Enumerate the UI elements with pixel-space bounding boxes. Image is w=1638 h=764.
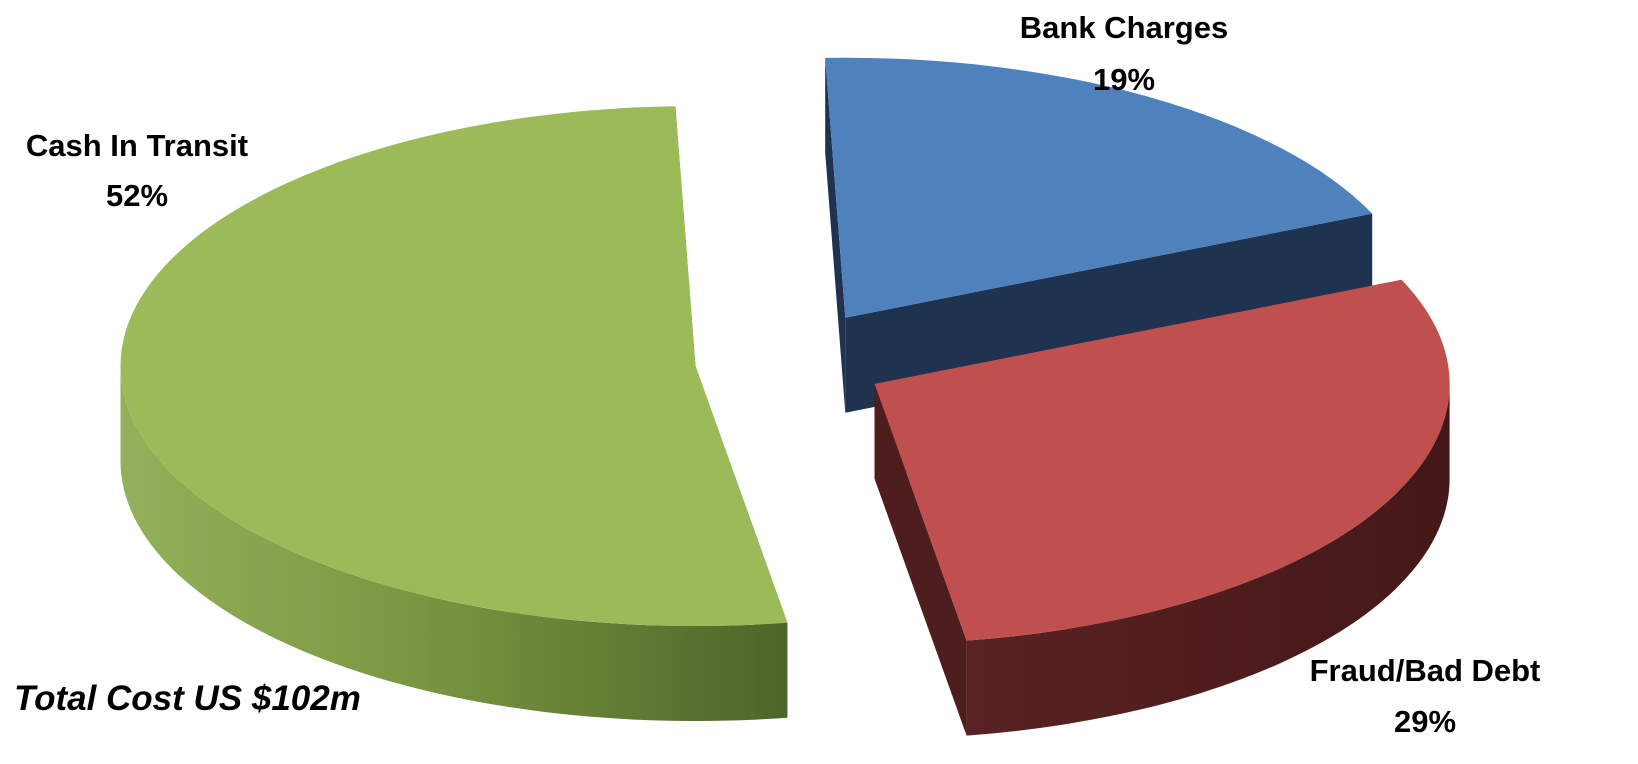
pie-slices xyxy=(120,57,1450,736)
slice-wall-end-bank-charges xyxy=(845,213,1373,413)
slice-wall-start-bank-charges xyxy=(825,57,846,413)
slice-value-bank-charges: 19% xyxy=(1093,62,1155,97)
slice-value-cash-in-transit: 52% xyxy=(106,178,168,213)
total-cost-label: Total Cost US $102m xyxy=(14,679,361,718)
slice-side-cash-in-transit-0 xyxy=(120,366,788,722)
slice-side-fraud-bad-debt-0 xyxy=(966,383,1450,736)
slice-label-fraud-bad-debt: Fraud/Bad Debt xyxy=(1310,653,1541,688)
slice-top-fraud-bad-debt xyxy=(874,279,1450,641)
slice-top-cash-in-transit xyxy=(120,106,788,627)
slice-value-fraud-bad-debt: 29% xyxy=(1394,704,1456,739)
slice-label-cash-in-transit: Cash In Transit xyxy=(26,128,248,163)
slice-wall-end-fraud-bad-debt xyxy=(874,383,967,736)
slice-label-bank-charges: Bank Charges xyxy=(1020,10,1228,45)
slice-fraud-bad-debt xyxy=(874,279,1450,736)
slice-cash-in-transit xyxy=(120,106,788,722)
slice-top-bank-charges xyxy=(825,57,1373,318)
pie-labels: Bank Charges 19% Fraud/Bad Debt 29% Cash… xyxy=(14,10,1540,739)
slice-bank-charges xyxy=(825,57,1373,413)
